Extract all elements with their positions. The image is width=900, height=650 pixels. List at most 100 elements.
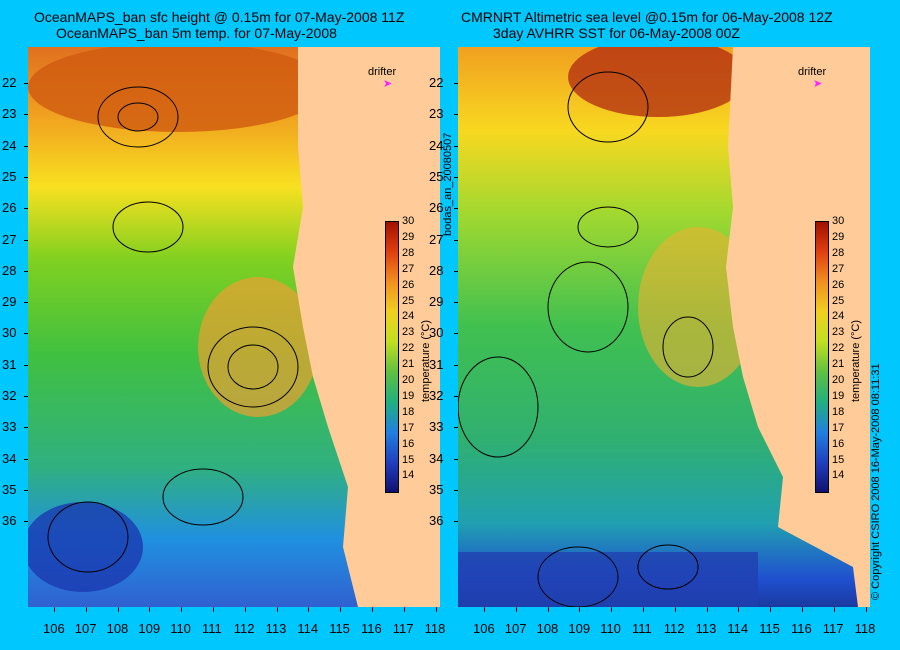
- colorbar-tick-label: 22: [832, 342, 845, 355]
- colorbar-tick-label: 20: [832, 374, 845, 386]
- lon-tick-label: 112: [663, 621, 685, 636]
- lon-tick-label: 112: [233, 621, 255, 636]
- colorbar-tick-label: 27: [402, 262, 415, 275]
- lat-tick: [454, 364, 458, 366]
- right-warm-region: [568, 47, 748, 117]
- lat-tick: [24, 489, 28, 491]
- colorbar-tick-label: 26: [402, 278, 415, 291]
- lon-tick-label: 115: [759, 621, 780, 636]
- lat-tick-label: 31: [429, 356, 444, 372]
- lon-tick-label: 114: [297, 621, 319, 636]
- lat-tick: [24, 83, 28, 84]
- left-map-svg: [28, 47, 440, 607]
- lon-tick: [85, 607, 87, 612]
- lat-tick-label: 33: [429, 419, 444, 435]
- lat-tick-label: 35: [429, 481, 444, 497]
- lat-tick: [454, 302, 458, 304]
- lat-tick-label: 25: [429, 168, 444, 184]
- left-cold-eddy: [28, 502, 143, 592]
- colorbar-tick-label: 25: [402, 294, 415, 307]
- colorbar-tick-label: 16: [402, 437, 415, 450]
- lat-tick: [24, 458, 28, 460]
- lon-tick-label: 108: [536, 621, 559, 636]
- lon-tick: [547, 607, 549, 612]
- left-warm-region: [28, 47, 328, 132]
- lat-tick: [454, 208, 458, 210]
- right-land: [726, 47, 870, 607]
- lon-tick-label: 114: [727, 621, 749, 636]
- lon-tick-label: 113: [265, 621, 287, 636]
- colorbar-tick-label: 24: [832, 310, 845, 323]
- lon-tick-label: 110: [170, 621, 191, 636]
- colorbar-tick-label: 17: [832, 421, 845, 434]
- lon-tick: [149, 607, 151, 612]
- lon-tick: [674, 607, 676, 612]
- lon-tick-label: 118: [854, 621, 876, 636]
- lat-tick: [24, 239, 28, 241]
- lon-tick-label: 116: [361, 621, 382, 636]
- colorbar-tick-label: 18: [402, 405, 415, 418]
- left-title-line2: OceanMAPS_ban 5m temp. for 07-May-2008: [56, 25, 337, 41]
- colorbar-tick-label: 23: [832, 326, 845, 339]
- lon-tick: [308, 607, 310, 612]
- lat-tick-label: 26: [429, 200, 444, 216]
- lon-tick: [181, 607, 183, 612]
- lat-tick: [24, 364, 28, 366]
- colorbar-tick-label: 22: [402, 342, 415, 355]
- colorbar-tick-label: 27: [832, 262, 845, 275]
- right-title-line2: 3day AVHRR SST for 06-May-2008 00Z: [493, 25, 740, 41]
- colorbar-tick-label: 25: [832, 294, 845, 307]
- lon-tick-label: 117: [822, 621, 844, 636]
- right-cold-region: [458, 552, 758, 607]
- lat-tick-label: 32: [429, 388, 444, 403]
- lat-tick: [454, 176, 458, 178]
- lon-tick: [117, 607, 119, 612]
- left-contours: [47, 86, 299, 573]
- left-warm-eddy: [198, 277, 318, 417]
- arrow-marker-icon: ➤: [813, 78, 823, 90]
- lat-tick-label: 30: [429, 325, 444, 341]
- lat-tick: [24, 302, 28, 304]
- left-title-line1: OceanMAPS_ban sfc height @ 0.15m for 07-…: [34, 9, 405, 25]
- lat-tick-label: 22: [429, 75, 444, 90]
- lon-tick-label: 107: [504, 621, 527, 636]
- lon-tick-label: 110: [600, 621, 621, 636]
- lat-tick-label: 34: [2, 450, 17, 466]
- lon-tick: [484, 607, 485, 612]
- lon-tick-label: 111: [202, 621, 222, 636]
- lat-tick-label: 35: [2, 481, 17, 497]
- lon-tick: [770, 607, 772, 612]
- lat-tick-label: 25: [2, 168, 17, 184]
- lon-tick-label: 116: [791, 621, 812, 636]
- lon-tick: [802, 607, 803, 612]
- left-drifter-label: drifter: [368, 66, 397, 78]
- colorbar-tick-label: 15: [832, 453, 845, 466]
- lat-tick-label: 32: [2, 388, 17, 403]
- lon-tick: [643, 607, 644, 612]
- right-map-svg: [458, 47, 870, 607]
- lat-tick: [454, 145, 458, 147]
- lon-tick-label: 106: [43, 621, 65, 636]
- lat-tick-label: 36: [2, 513, 17, 529]
- colorbar-tick-label: 14: [402, 469, 415, 482]
- right-drifter-label: drifter: [798, 66, 827, 78]
- colorbar-tick-label: 19: [832, 389, 845, 402]
- lon-tick-label: 113: [695, 621, 717, 636]
- colorbar-tick-label: 21: [402, 358, 415, 371]
- lat-tick: [454, 458, 458, 460]
- colorbar-tick-label: 16: [832, 437, 845, 450]
- run-id-label: bodas_an_20080507: [442, 132, 454, 236]
- lat-tick-label: 34: [429, 450, 444, 466]
- lat-tick: [24, 427, 28, 429]
- arrow-marker-icon: ➤: [383, 78, 393, 90]
- lon-tick-label: 109: [568, 621, 591, 636]
- lat-tick: [454, 427, 458, 429]
- lon-tick-label: 115: [329, 621, 350, 636]
- lon-tick: [54, 607, 55, 612]
- lat-tick-label: 28: [429, 262, 444, 278]
- lon-tick: [213, 607, 214, 612]
- colorbar-tick-label: 17: [402, 421, 415, 434]
- colorbar-tick-label: 30: [402, 215, 415, 227]
- lon-tick: [706, 607, 708, 612]
- colorbar-tick-label: 24: [402, 310, 415, 323]
